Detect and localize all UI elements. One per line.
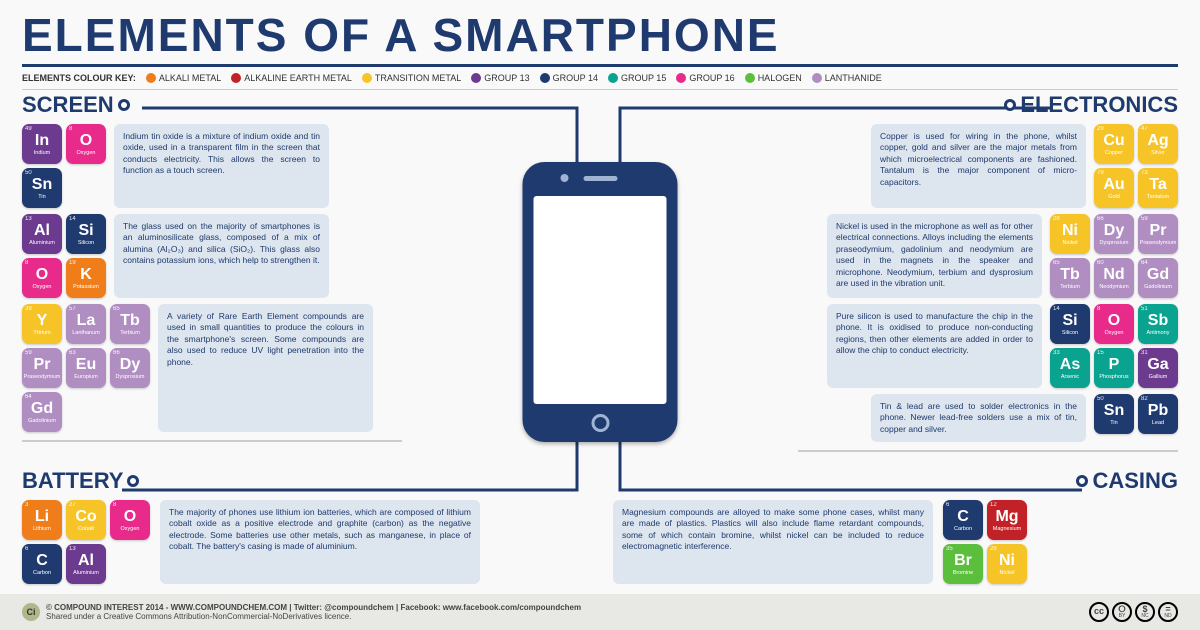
casing-desc: Magnesium compounds are alloyed to make … bbox=[613, 500, 933, 584]
block-desc: The glass used on the majority of smartp… bbox=[114, 214, 329, 298]
section-block: 14SiSilicon 8OOxygen 51SbAntimony 33AsAr… bbox=[827, 304, 1178, 388]
element-tile: 8OOxygen bbox=[1094, 304, 1134, 344]
legend-item: TRANSITION METAL bbox=[362, 73, 461, 83]
element-tile: 12MgMagnesium bbox=[987, 500, 1027, 540]
element-tile: 82PbLead bbox=[1138, 394, 1178, 434]
element-tile: 47AgSilver bbox=[1138, 124, 1178, 164]
element-tile: 64GdGadolinium bbox=[1138, 258, 1178, 298]
legend-item: GROUP 13 bbox=[471, 73, 529, 83]
block-desc: Indium tin oxide is a mixture of indium … bbox=[114, 124, 329, 208]
element-tile: 50SnTin bbox=[1094, 394, 1134, 434]
screen-section: SCREEN 49InIndium 8OOxygen 50SnTin Indiu… bbox=[22, 92, 402, 442]
block-desc: Tin & lead are used to solder electronic… bbox=[871, 394, 1086, 442]
element-tile: 13AlAluminium bbox=[66, 544, 106, 584]
element-tile: 15PPhosphorus bbox=[1094, 348, 1134, 388]
legend-item: ALKALI METAL bbox=[146, 73, 221, 83]
screen-title: SCREEN bbox=[22, 92, 402, 118]
element-tile: 13AlAluminium bbox=[22, 214, 62, 254]
phone-graphic bbox=[523, 162, 678, 442]
footer-line2: Shared under a Creative Commons Attribut… bbox=[46, 612, 581, 621]
section-block: 29CuCopper 47AgSilver 79AuGold 73TaTanta… bbox=[827, 124, 1178, 208]
element-tile: 66DyDysprosium bbox=[1094, 214, 1134, 254]
electronics-section: ELECTRONICS 29CuCopper 47AgSilver 79AuGo… bbox=[798, 92, 1178, 452]
casing-section: CASING 6CCarbon 12MgMagnesium 35BrBromin… bbox=[613, 468, 1178, 584]
element-tile: 14SiSilicon bbox=[1050, 304, 1090, 344]
element-tile: 6CCarbon bbox=[22, 544, 62, 584]
legend-item: HALOGEN bbox=[745, 73, 802, 83]
element-tile: 39YYttrium bbox=[22, 304, 62, 344]
element-tile: 8OOxygen bbox=[22, 258, 62, 298]
cc-badge: $NC bbox=[1135, 602, 1155, 622]
section-block: 13AlAluminium 14SiSilicon 8OOxygen 19KPo… bbox=[22, 214, 402, 298]
element-tile: 8OOxygen bbox=[66, 124, 106, 164]
element-tile: 79AuGold bbox=[1094, 168, 1134, 208]
element-tile: 65TbTerbium bbox=[1050, 258, 1090, 298]
block-desc: Pure silicon is used to manufacture the … bbox=[827, 304, 1042, 388]
section-block: 50SnTin 82PbLead Tin & lead are used to … bbox=[827, 394, 1178, 442]
element-tile: 29CuCopper bbox=[1094, 124, 1134, 164]
element-tile: 49InIndium bbox=[22, 124, 62, 164]
element-tile: 65TbTerbium bbox=[110, 304, 150, 344]
element-tile: 28NiNickel bbox=[987, 544, 1027, 584]
page-title: ELEMENTS OF A SMARTPHONE bbox=[22, 8, 1178, 62]
main-area: SCREEN 49InIndium 8OOxygen 50SnTin Indiu… bbox=[22, 90, 1178, 584]
element-tile: 59PrPraseodymium bbox=[1138, 214, 1178, 254]
element-tile: 8OOxygen bbox=[110, 500, 150, 540]
cc-badge: =ND bbox=[1158, 602, 1178, 622]
legend-label: ELEMENTS COLOUR KEY: bbox=[22, 73, 136, 83]
color-legend: ELEMENTS COLOUR KEY: ALKALI METAL ALKALIN… bbox=[22, 71, 1178, 90]
section-block: 28NiNickel 66DyDysprosium 59PrPraseodymi… bbox=[827, 214, 1178, 298]
cc-badge: ⭘BY bbox=[1112, 602, 1132, 622]
element-tile: 51SbAntimony bbox=[1138, 304, 1178, 344]
footer-line1: © COMPOUND INTEREST 2014 - WWW.COMPOUNDC… bbox=[46, 603, 581, 612]
legend-item: GROUP 16 bbox=[676, 73, 734, 83]
section-block: 49InIndium 8OOxygen 50SnTin Indium tin o… bbox=[22, 124, 402, 208]
element-tile: 59PrPraseodymium bbox=[22, 348, 62, 388]
element-tile: 6CCarbon bbox=[943, 500, 983, 540]
section-block: 39YYttrium 57LaLanthanum 65TbTerbium 59P… bbox=[22, 304, 402, 432]
block-desc: Nickel is used in the microphone as well… bbox=[827, 214, 1042, 298]
legend-item: GROUP 14 bbox=[540, 73, 598, 83]
block-desc: A variety of Rare Earth Element compound… bbox=[158, 304, 373, 432]
cc-icons: cc⭘BY$NC=ND bbox=[1089, 602, 1178, 622]
element-tile: 28NiNickel bbox=[1050, 214, 1090, 254]
element-tile: 33AsArsenic bbox=[1050, 348, 1090, 388]
element-tile: 60NdNeodymium bbox=[1094, 258, 1134, 298]
element-tile: 14SiSilicon bbox=[66, 214, 106, 254]
element-tile: 63EuEuropium bbox=[66, 348, 106, 388]
element-tile: 57LaLanthanum bbox=[66, 304, 106, 344]
element-tile: 50SnTin bbox=[22, 168, 62, 208]
cc-badge: cc bbox=[1089, 602, 1109, 622]
element-tile: 19KPotassium bbox=[66, 258, 106, 298]
electronics-title: ELECTRONICS bbox=[1004, 92, 1178, 118]
element-tile: 66DyDysprosium bbox=[110, 348, 150, 388]
block-desc: Copper is used for wiring in the phone, … bbox=[871, 124, 1086, 208]
battery-section: BATTERY 3LiLithium 27CoCobalt 8OOxygen 6… bbox=[22, 468, 587, 584]
element-tile: 27CoCobalt bbox=[66, 500, 106, 540]
legend-item: GROUP 15 bbox=[608, 73, 666, 83]
footer: Ci © COMPOUND INTEREST 2014 - WWW.COMPOU… bbox=[0, 594, 1200, 630]
ci-logo: Ci bbox=[22, 603, 40, 621]
element-tile: 73TaTantalum bbox=[1138, 168, 1178, 208]
element-tile: 64GdGadolinium bbox=[22, 392, 62, 432]
element-tile: 31GaGallium bbox=[1138, 348, 1178, 388]
title-divider bbox=[22, 64, 1178, 67]
battery-desc: The majority of phones use lithium ion b… bbox=[160, 500, 480, 584]
legend-item: ALKALINE EARTH METAL bbox=[231, 73, 352, 83]
element-tile: 3LiLithium bbox=[22, 500, 62, 540]
element-tile: 35BrBromine bbox=[943, 544, 983, 584]
legend-item: LANTHANIDE bbox=[812, 73, 882, 83]
